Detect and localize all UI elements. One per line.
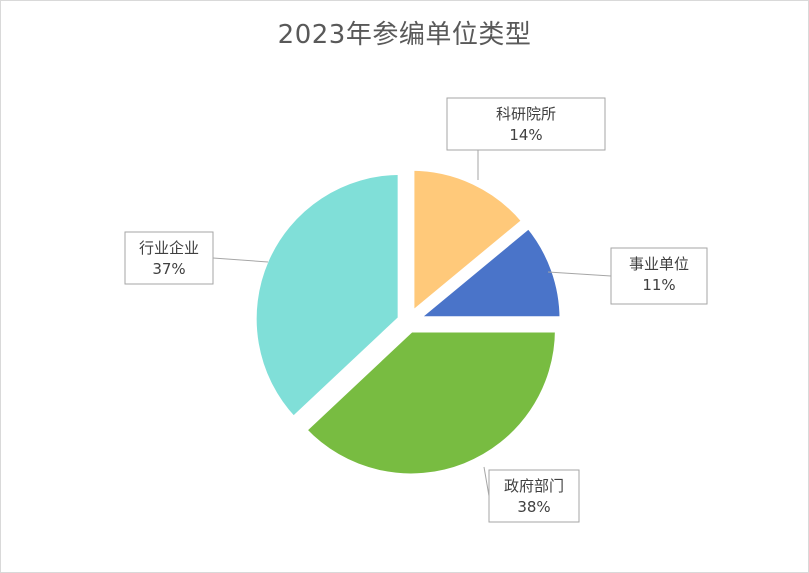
pie-slice-research-institutes <box>408 164 528 318</box>
pie-slice-industry-enterprises <box>250 168 404 423</box>
category-label-government-departments: 政府部门 <box>504 477 564 495</box>
category-label-research-institutes: 科研院所 <box>496 105 556 123</box>
percent-label-government-departments: 38% <box>517 498 550 516</box>
callout-box-research-institutes <box>446 97 606 151</box>
percent-label-public-institutions: 11% <box>642 276 675 294</box>
category-label-industry-enterprises: 行业企业 <box>139 239 199 257</box>
category-label-public-institutions: 事业单位 <box>629 255 689 273</box>
pie-slice-government-departments <box>300 326 561 480</box>
percent-label-industry-enterprises: 37% <box>152 260 185 278</box>
pie-slice-public-institutions <box>412 222 566 323</box>
callout-box-government-departments <box>488 469 580 523</box>
chart-title: 2023年参编单位类型 <box>277 20 532 50</box>
callout-box-industry-enterprises <box>124 231 214 285</box>
leader-line-industry-enterprises <box>212 257 269 263</box>
leader-line-public-institutions <box>547 271 612 277</box>
percent-label-research-institutes: 14% <box>509 126 542 144</box>
callout-box-public-institutions <box>610 247 708 305</box>
leader-line-government-departments <box>483 466 490 497</box>
